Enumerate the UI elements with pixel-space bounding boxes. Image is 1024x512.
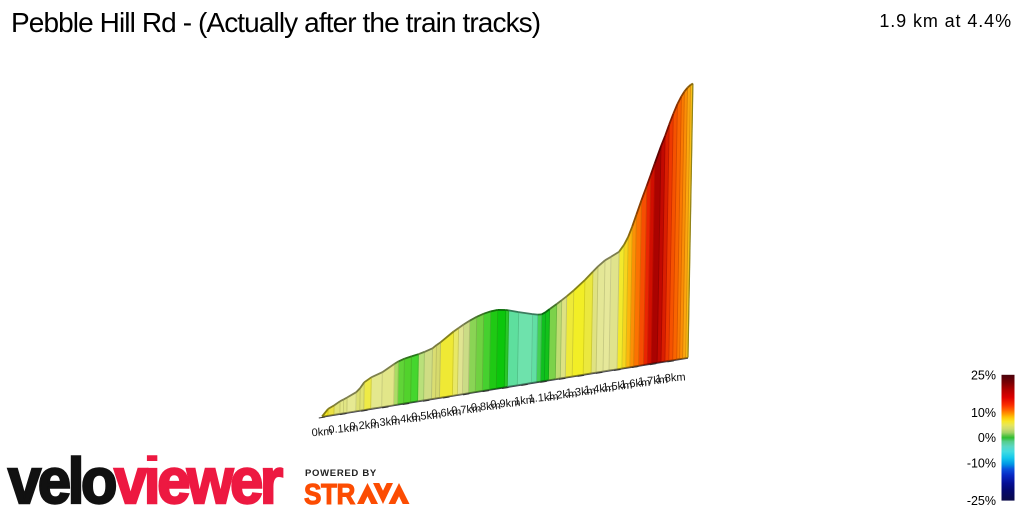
svg-text:0.6km: 0.6km bbox=[431, 406, 462, 420]
svg-text:1.8km: 1.8km bbox=[655, 371, 686, 385]
svg-text:0.9km: 0.9km bbox=[490, 397, 521, 411]
svg-text:1.1km: 1.1km bbox=[528, 391, 559, 405]
svg-text:0%: 0% bbox=[978, 431, 996, 445]
svg-text:0.5km: 0.5km bbox=[411, 409, 442, 423]
svg-text:0km: 0km bbox=[311, 426, 333, 439]
svg-text:1.3km: 1.3km bbox=[565, 385, 596, 399]
svg-text:10%: 10% bbox=[971, 406, 996, 420]
svg-text:-25%: -25% bbox=[967, 494, 996, 508]
svg-text:1.7km: 1.7km bbox=[638, 374, 669, 388]
svg-text:0.4km: 0.4km bbox=[391, 412, 422, 426]
svg-text:0.7km: 0.7km bbox=[451, 403, 482, 417]
svg-text:1.5km: 1.5km bbox=[602, 380, 633, 394]
svg-text:0.2km: 0.2km bbox=[349, 419, 380, 433]
svg-text:0.3km: 0.3km bbox=[370, 416, 401, 430]
svg-text:1.4km: 1.4km bbox=[584, 382, 615, 396]
svg-text:-10%: -10% bbox=[967, 456, 996, 470]
svg-text:1.2km: 1.2km bbox=[547, 388, 578, 402]
svg-text:25%: 25% bbox=[971, 368, 996, 382]
svg-text:1km: 1km bbox=[514, 394, 536, 407]
svg-text:0.1km: 0.1km bbox=[328, 422, 359, 436]
svg-text:STR: STR bbox=[304, 482, 355, 506]
svg-text:0.8km: 0.8km bbox=[470, 400, 501, 414]
svg-text:1.6km: 1.6km bbox=[620, 377, 651, 391]
